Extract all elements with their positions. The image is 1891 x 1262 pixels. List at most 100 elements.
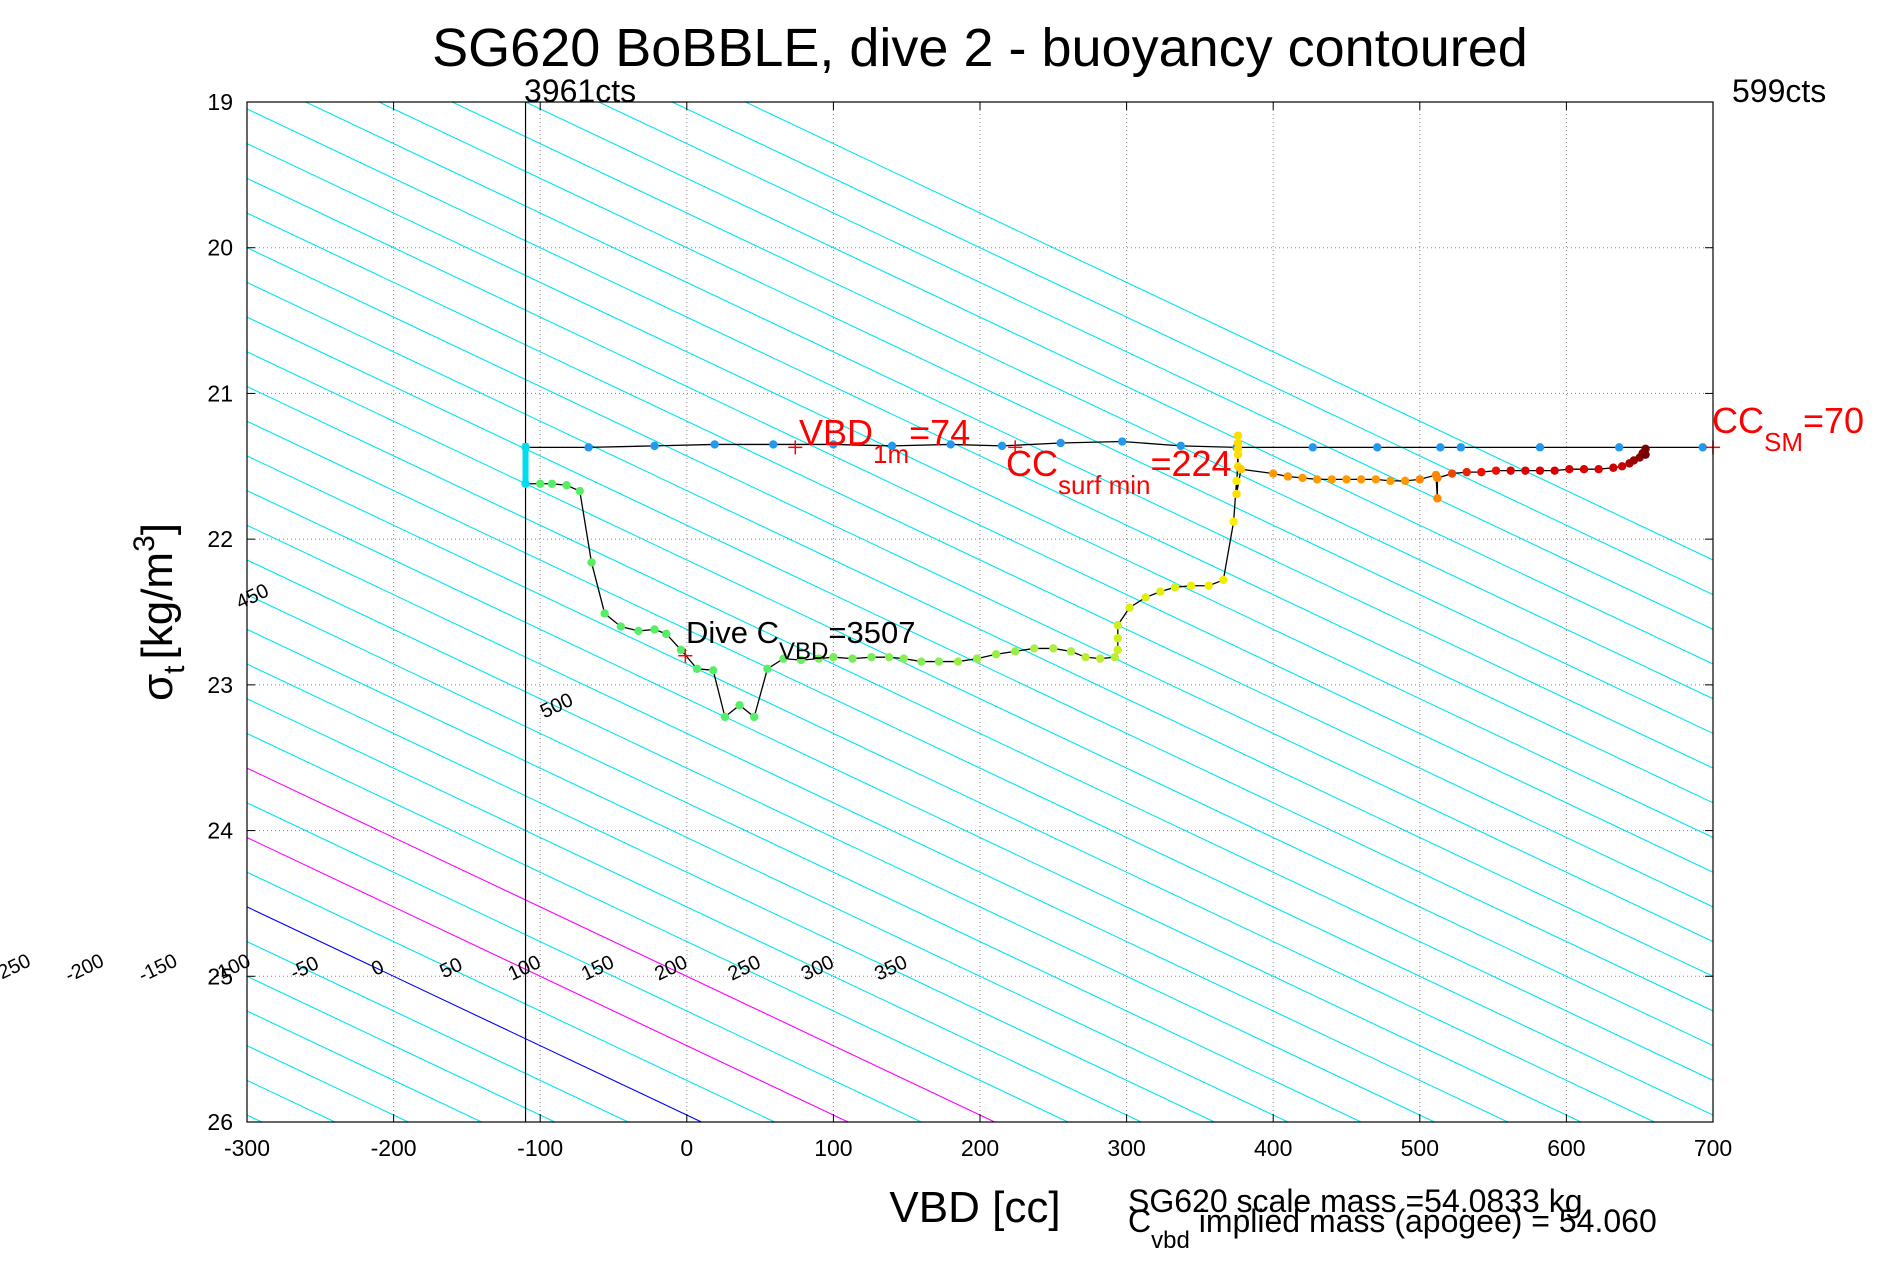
- cc-sm-annotation: CCSM=70: [1712, 400, 1864, 457]
- cc-surf-main: CC: [1006, 443, 1058, 484]
- contour-line: [525, 102, 1713, 665]
- implied-mass-text: Cvbd implied mass (apogee) = 54.060: [1128, 1203, 1657, 1254]
- data-point: [1125, 603, 1134, 612]
- data-point: [708, 666, 718, 675]
- x-tick-label: -200: [371, 1135, 417, 1161]
- surface-marker-bar: [522, 442, 529, 484]
- contour-line: [247, 143, 1713, 839]
- y-label-sup: 3: [128, 535, 161, 552]
- data-point: [1535, 443, 1545, 452]
- dive-c-value: =3507: [828, 615, 915, 650]
- y-tick-label: 20: [207, 235, 233, 261]
- data-point: [1118, 437, 1127, 446]
- data-point: [1308, 443, 1317, 452]
- data-point: [1641, 444, 1650, 453]
- data-point: [1204, 581, 1213, 590]
- data-point: [1447, 469, 1457, 478]
- contour-line: [247, 628, 1289, 1122]
- vbd-1m-annotation: VBD1m=74: [799, 412, 970, 469]
- implied-main: C: [1128, 1203, 1151, 1239]
- contour-line: [247, 802, 922, 1122]
- vbd-1m-main: VBD: [799, 412, 873, 453]
- data-point: [1579, 465, 1589, 474]
- contour-line: [598, 102, 1713, 630]
- dive-c-main: Dive C: [686, 615, 779, 650]
- cc-surf-min-annotation: CCsurf min=224: [1006, 443, 1232, 500]
- contour-line: [247, 559, 1435, 1122]
- dive-c-sub: VBD: [779, 638, 828, 665]
- data-point: [575, 486, 584, 496]
- data-point: [1056, 438, 1065, 448]
- data-point: [1066, 647, 1076, 656]
- data-point: [829, 652, 838, 662]
- contour-label-text: -150: [135, 950, 181, 987]
- contour-line: [247, 177, 1713, 873]
- y-axis-ticks: 19 20 21 22 23 24 25 26: [207, 89, 1713, 1135]
- data-point: [1298, 473, 1307, 483]
- contour-line: [247, 351, 1713, 1047]
- x-tick-label: 400: [1254, 1135, 1292, 1161]
- y-tick-label: 24: [207, 818, 233, 844]
- x-tick-label: 200: [961, 1135, 999, 1161]
- vbd-1m-sub: 1m: [873, 439, 909, 469]
- data-point: [650, 625, 659, 634]
- svg-text:σt[kg/m3]: σt [kg/m3]: [128, 523, 191, 701]
- data-point: [1521, 466, 1530, 475]
- data-point: [1232, 489, 1241, 499]
- cc-sm-sub: SM: [1764, 427, 1803, 457]
- data-point: [769, 440, 778, 449]
- cc-surf-value: =224: [1150, 443, 1231, 484]
- data-point: [1283, 472, 1293, 481]
- contour-line: [247, 767, 995, 1122]
- dive-c-vbd-annotation: Dive CVBD=3507: [686, 615, 915, 665]
- data-point: [1233, 438, 1243, 448]
- contour-line: [247, 940, 629, 1122]
- data-point: [779, 654, 788, 663]
- contour-line: [247, 385, 1713, 1081]
- data-point: [536, 479, 545, 488]
- contour-line: [247, 594, 1362, 1122]
- contour-line: [247, 316, 1713, 1012]
- contour-line: [247, 455, 1655, 1122]
- scale-mass-text: SG620 scale mass =54.0833 kg: [1128, 1183, 1583, 1219]
- contour-line: [247, 732, 1069, 1122]
- data-point: [720, 712, 730, 722]
- data-point: [1113, 645, 1123, 655]
- data-point: [650, 441, 659, 451]
- contour-line: [247, 247, 1713, 943]
- x-axis-label: VBD [cc]: [889, 1183, 1060, 1232]
- data-point: [814, 654, 823, 663]
- data-point: [1219, 575, 1228, 585]
- y-tick-label: 22: [207, 526, 233, 552]
- chart-title: SG620 BoBBLE, dive 2 - buoyancy contoure…: [432, 18, 1528, 78]
- contour-label-text: -250: [0, 950, 34, 987]
- x-tick-label: 500: [1401, 1135, 1439, 1161]
- data-point: [946, 440, 955, 449]
- contour-line: [305, 102, 1713, 769]
- contour-line: [247, 524, 1508, 1122]
- y-tick-label: 21: [207, 380, 233, 406]
- contour-line: [452, 102, 1713, 700]
- data-point: [1312, 475, 1322, 484]
- data-point: [562, 481, 571, 490]
- contour-line: [247, 420, 1713, 1116]
- x-tick-label: 100: [814, 1135, 852, 1161]
- plot-area: [247, 102, 1713, 1122]
- data-point: [600, 609, 609, 618]
- x-axis-ticks: -300 -200 -100 0 100 200 300 400 500 600 700: [224, 102, 1732, 1161]
- data-point: [1550, 466, 1559, 475]
- contour-line: [247, 871, 775, 1122]
- vbd-1m-value: =74: [909, 412, 970, 453]
- data-point: [1506, 466, 1515, 475]
- data-point: [1415, 475, 1425, 484]
- data-point: [1110, 652, 1120, 662]
- data-point: [1233, 444, 1243, 453]
- implied-sub: vbd: [1151, 1227, 1190, 1254]
- data-point: [1113, 620, 1123, 630]
- contour-line: [247, 906, 702, 1122]
- cc-surf-sub: surf min: [1058, 470, 1150, 500]
- data-point: [1386, 476, 1395, 486]
- data-point: [1356, 475, 1366, 484]
- data-point: [1698, 443, 1707, 452]
